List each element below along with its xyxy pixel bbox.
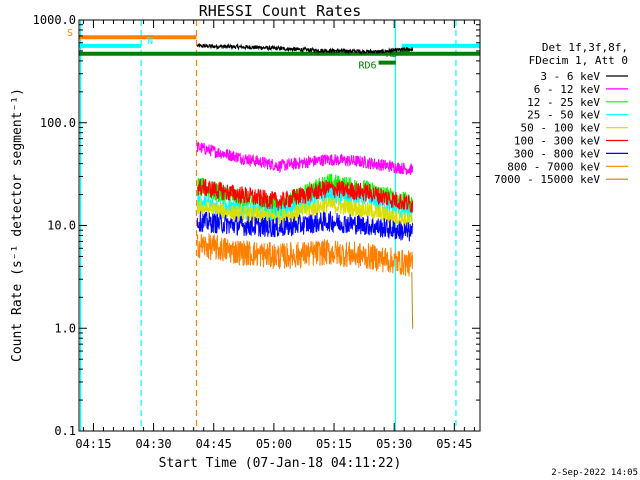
x-tick-label-04-15: 04:15 [75,437,111,451]
series-6-12-kev [196,141,414,176]
legend-label-7000-15000-kev: 7000 - 15000 keV [494,173,600,186]
status-flags: S N RD6 RD [67,28,480,72]
flag-label-n: N [147,36,153,47]
x-tick-label-05-30: 05:30 [376,437,412,451]
legend-label-50-100-kev: 50 - 100 keV [521,122,601,135]
series-800-7000-kev [196,233,414,277]
legend-label-300-800-kev: 300 - 800 keV [514,147,600,160]
series-7000-15000-kev [411,272,414,329]
legend-header-line: FDecim 1, Att 0 [529,54,628,67]
legend-label-25-50-kev: 25 - 50 keV [527,109,600,122]
legend-header-line: Det 1f,3f,8f, [542,41,628,54]
footer-date: 2-Sep-2022 14:05 [551,468,638,478]
x-tick-label-05-00: 05:00 [256,437,292,451]
x-axis-label: Start Time (07-Jan-18 04:11:22) [159,456,402,471]
series-100-300-kev [197,178,414,213]
y-tick-label-1000-0: 1000.0 [33,13,76,27]
y-tick-label-1-0: 1.0 [54,321,76,335]
x-tick-label-05-15: 05:15 [316,437,352,451]
y-tick-label-100-0: 100.0 [40,116,76,130]
x-tick-label-04-30: 04:30 [136,437,172,451]
legend-label-3-6-kev: 3 - 6 keV [540,70,600,83]
flag-label-rd: RD [386,49,398,60]
series-3-6-kev [196,42,414,55]
series-300-800-kev [196,211,414,242]
legend-label-6-12-kev: 6 - 12 keV [534,83,601,96]
x-tick-label-04-45: 04:45 [196,437,232,451]
series-50-100-kev [196,197,414,228]
flag-label-s: S [67,28,73,39]
y-tick-label-10-0: 10.0 [47,219,76,233]
data-series [196,42,414,329]
legend-label-800-7000-kev: 800 - 7000 keV [507,160,600,173]
legend-label-12-25-kev: 12 - 25 keV [527,96,600,109]
flag-label-rd6: RD6 [358,61,376,72]
chart-title: RHESSI Count Rates [199,2,362,20]
y-axis-ticks: 0.1 1.0 10.0 100.0 1000.0 [33,13,480,438]
y-tick-label-0-1: 0.1 [54,424,76,438]
y-axis-label: Count Rate (s⁻¹ detector segment⁻¹) [10,88,25,362]
x-axis-ticks: 04:15 04:30 04:45 05:00 05:15 05:30 05:45 [75,20,475,451]
x-tick-label-05-45: 05:45 [436,437,472,451]
legend-label-100-300-kev: 100 - 300 keV [514,135,600,148]
